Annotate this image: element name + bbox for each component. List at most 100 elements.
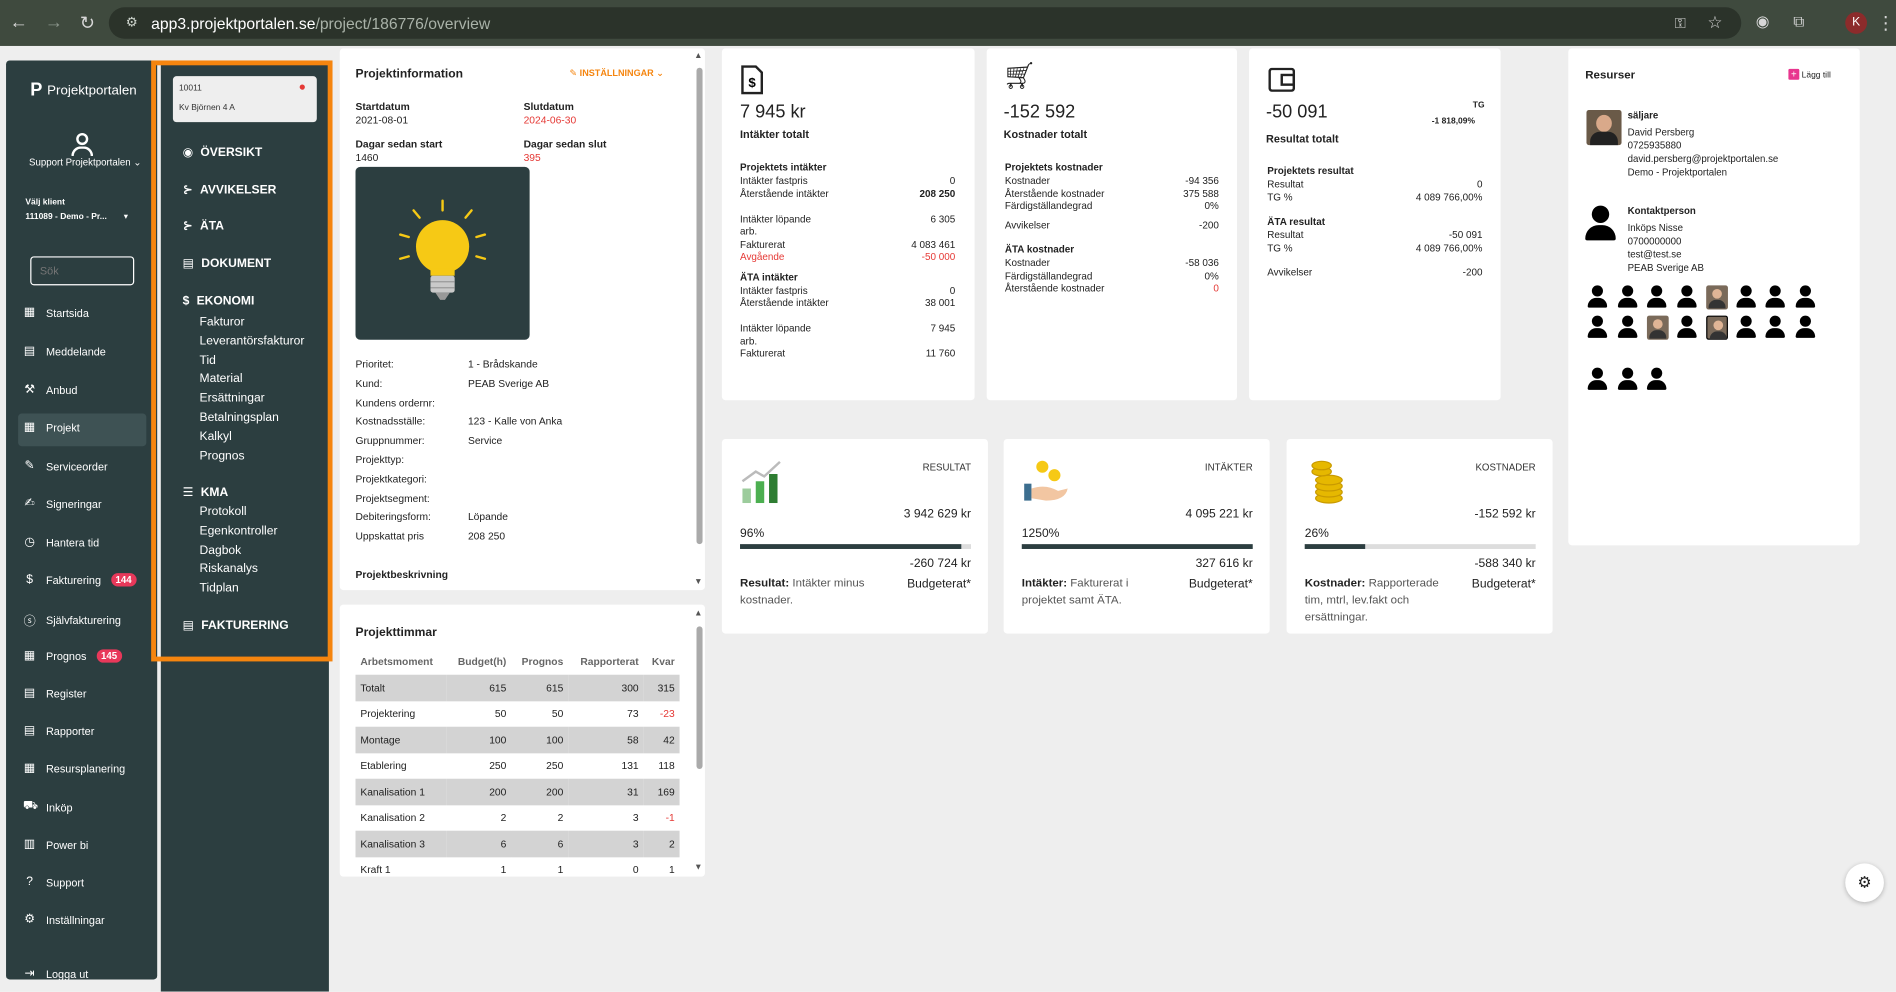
kma-item[interactable]: Dagbok: [199, 543, 242, 557]
forward-icon[interactable]: →: [44, 12, 63, 33]
extension-icon[interactable]: ◉: [1755, 12, 1770, 31]
user-avatar-icon[interactable]: [70, 133, 94, 157]
resource-member-avatar[interactable]: [1617, 285, 1639, 309]
economy-item[interactable]: Leverantörsfakturor: [199, 334, 305, 349]
economy-item[interactable]: Ersättningar: [199, 392, 265, 406]
nav-item-inköp[interactable]: ⛟ Inköp: [23, 799, 73, 815]
economy-item[interactable]: Fakturor: [199, 315, 245, 329]
kma-item[interactable]: Tidplan: [199, 581, 239, 596]
resource-member-avatar[interactable]: [1706, 315, 1728, 340]
site-info-icon[interactable]: ⚙: [125, 15, 138, 31]
nav-item-prognos[interactable]: ▦ Prognos 145: [23, 649, 122, 663]
nav-item-fakturering[interactable]: $ Fakturering 144: [23, 573, 137, 587]
resource-member-avatar[interactable]: [1706, 285, 1728, 310]
menu-dots-icon[interactable]: ⋮: [1876, 13, 1895, 34]
menu-economy[interactable]: $ EKONOMI: [183, 295, 255, 308]
economy-item[interactable]: Kalkyl: [199, 430, 232, 444]
kma-item[interactable]: Protokoll: [199, 505, 247, 519]
client-select[interactable]: 111089 - Demo - Pr... ▾: [25, 212, 128, 221]
nav-item-projekt[interactable]: ▦ Projekt: [23, 421, 80, 434]
table-cell: -1: [665, 811, 675, 824]
menu-documents-label: DOKUMENT: [201, 257, 272, 271]
nav-item-serviceorder[interactable]: ✎ Serviceorder: [23, 459, 108, 472]
puzzle-icon[interactable]: ⧉: [1793, 12, 1805, 31]
hours-scrollbar[interactable]: [696, 626, 703, 770]
kma-item[interactable]: Riskanalys: [199, 562, 258, 577]
nav-item-register[interactable]: ▤ Register: [23, 687, 87, 700]
nav-item-självfakturering[interactable]: ⓢ Självfakturering: [23, 611, 121, 629]
scroll-up-icon[interactable]: ▲: [694, 51, 703, 61]
resource-member-avatar[interactable]: [1646, 285, 1669, 309]
info-scrollbar[interactable]: [696, 67, 703, 545]
user-name[interactable]: Support Projektportalen ⌄: [29, 157, 141, 168]
resource-member-avatar[interactable]: [1765, 315, 1787, 340]
logo[interactable]: P Projektportalen: [30, 80, 136, 101]
profile-avatar[interactable]: K: [1845, 12, 1868, 34]
resource-member-avatar[interactable]: [1587, 367, 1610, 392]
nav-item-label: Inköp: [45, 801, 73, 814]
nav-item-rapporter[interactable]: ▤ Rapporter: [23, 724, 94, 737]
menu-documents[interactable]: ▤ DOKUMENT: [183, 258, 272, 271]
resource-member-avatar[interactable]: [1646, 367, 1669, 392]
floating-settings-button[interactable]: ⚙: [1845, 863, 1884, 903]
star-icon[interactable]: ☆: [1707, 12, 1723, 32]
key-icon[interactable]: ⚿: [1674, 14, 1686, 32]
nav-item-meddelande[interactable]: ▤ Meddelande: [23, 345, 106, 358]
nav-item-resursplanering[interactable]: ▦ Resursplanering: [23, 762, 125, 775]
nav-item-signeringar[interactable]: ✍ Signeringar: [23, 497, 102, 510]
breakdown-label: Kostnader: [1004, 175, 1050, 187]
economy-item[interactable]: Prognos: [199, 449, 245, 463]
economy-item[interactable]: Material: [199, 372, 243, 387]
back-icon[interactable]: ←: [9, 12, 28, 33]
menu-invoicing[interactable]: ▤ FAKTURERING: [183, 619, 289, 632]
nav-item-support[interactable]: ? Support: [23, 875, 84, 888]
active-nav-highlight: [18, 413, 147, 447]
field-value: 208 250: [467, 529, 506, 542]
resource-member-avatar[interactable]: [1646, 315, 1669, 340]
project-card[interactable]: 10011 Kv Björnen 4 A ●: [172, 76, 317, 123]
resource-member-avatar[interactable]: [1795, 285, 1817, 309]
menu-overview[interactable]: ◉ ÖVERSIKT: [183, 146, 263, 159]
table-cell: 1: [500, 863, 507, 876]
resource-member-avatar[interactable]: [1676, 285, 1699, 309]
resource-member-avatar[interactable]: [1617, 315, 1639, 340]
nav-item-startsida[interactable]: ▦ Startsida: [23, 306, 89, 319]
menu-ata[interactable]: ⊱ ÄTA: [183, 220, 224, 233]
contact-email[interactable]: test@test.se: [1627, 249, 1682, 260]
nav-item-hantera-tid[interactable]: ◷ Hantera tid: [23, 536, 99, 549]
breakdown-label: TG %: [1267, 242, 1293, 254]
economy-item[interactable]: Betalningsplan: [199, 411, 279, 425]
nav-item-power-bi[interactable]: ▥ Power bi: [23, 838, 88, 851]
reload-icon[interactable]: ↻: [79, 13, 96, 34]
search-input[interactable]: [30, 256, 135, 286]
resource-member-avatar[interactable]: [1735, 315, 1758, 340]
menu-deviations[interactable]: ⊱ AVVIKELSER: [183, 184, 277, 197]
resource-member-avatar[interactable]: [1617, 367, 1639, 392]
settings-button[interactable]: ✎ INSTÄLLNINGAR ⌄: [570, 68, 664, 79]
add-resource-button[interactable]: + Lägg till: [1788, 68, 1831, 80]
seller-email[interactable]: david.persberg@projektportalen.se: [1627, 153, 1779, 165]
breakdown-label: Intäkter löpande arb.: [740, 213, 812, 238]
url-text[interactable]: app3.projektportalen.se/project/186776/o…: [151, 15, 490, 33]
resource-member-avatar[interactable]: [1765, 285, 1787, 309]
nav-item-inställningar[interactable]: ⚙ Inställningar: [23, 913, 104, 926]
resource-member-avatar[interactable]: [1587, 315, 1610, 340]
scroll-up-icon[interactable]: ▲: [694, 609, 703, 618]
scroll-down-icon[interactable]: ▼: [694, 577, 703, 587]
resource-member-avatar[interactable]: [1676, 315, 1699, 340]
tg-label: TG: [1472, 101, 1485, 111]
person-icon: [1617, 367, 1637, 390]
economy-item[interactable]: Tid: [199, 353, 216, 368]
resource-member-avatar[interactable]: [1735, 285, 1758, 309]
menu-overview-label: ÖVERSIKT: [200, 146, 263, 160]
resource-member-avatar[interactable]: [1795, 315, 1817, 340]
resource-member-avatar[interactable]: [1587, 285, 1610, 309]
kma-item[interactable]: Egenkontroller: [199, 524, 278, 538]
kpi-description-title: Resultat:: [740, 576, 790, 591]
location-pin-icon[interactable]: ●: [298, 81, 306, 95]
scroll-down-icon[interactable]: ▼: [694, 863, 703, 872]
menu-kma[interactable]: ☰ KMA: [183, 486, 229, 499]
nav-item-logga-ut[interactable]: ⇥ Logga ut: [23, 967, 89, 979]
nav-item-anbud[interactable]: ⚒ Anbud: [23, 383, 77, 396]
address-bar[interactable]: [108, 7, 1742, 39]
